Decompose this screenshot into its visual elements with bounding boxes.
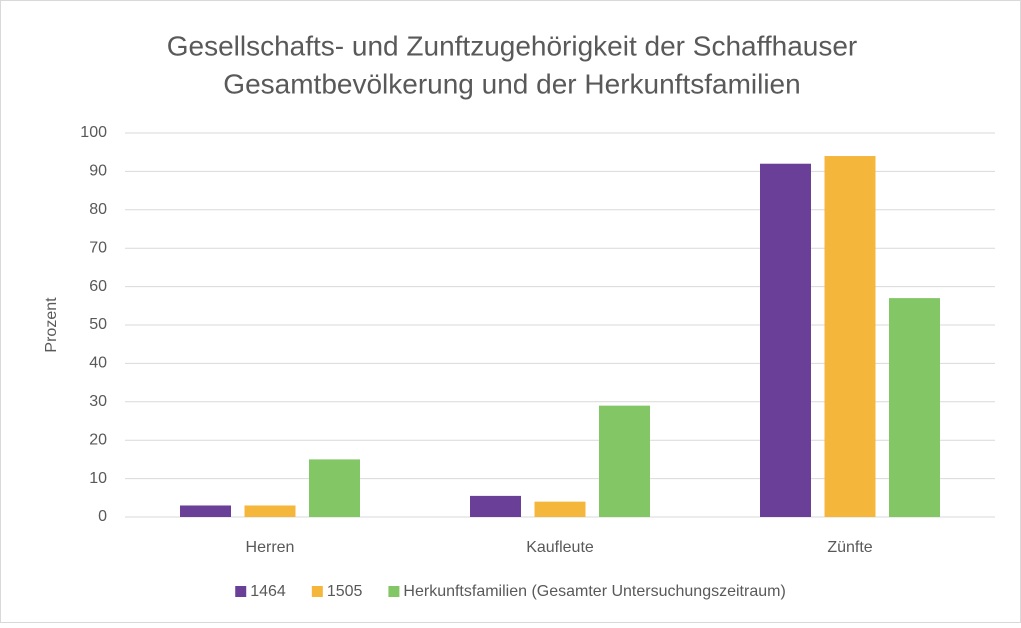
legend-label: 1505 — [327, 583, 363, 600]
x-tick-label: Zünfte — [827, 539, 872, 556]
bar — [824, 156, 876, 518]
legend-label: 1464 — [250, 583, 286, 600]
y-tick-label: 80 — [89, 201, 107, 218]
y-tick-label: 10 — [89, 470, 107, 487]
bar — [470, 495, 521, 517]
legend-swatch — [388, 586, 400, 597]
y-tick-label: 30 — [89, 393, 107, 410]
bar — [760, 163, 811, 517]
y-axis-label: Prozent — [43, 297, 60, 353]
legend-swatch — [235, 586, 247, 597]
x-tick-label: Kaufleute — [526, 539, 594, 556]
bar — [309, 459, 360, 517]
bar — [599, 405, 650, 517]
y-tick-label: 100 — [80, 124, 107, 141]
bar — [180, 505, 231, 517]
chart-title: Gesamtbevölkerung und der Herkunftsfamil… — [223, 68, 800, 99]
bar — [889, 298, 940, 517]
y-tick-label: 70 — [89, 239, 107, 256]
y-tick-label: 90 — [89, 163, 107, 180]
bar — [244, 505, 296, 517]
y-tick-label: 20 — [89, 431, 107, 448]
bar — [534, 501, 586, 517]
legend-swatch — [311, 586, 323, 597]
x-tick-label: Herren — [246, 539, 295, 556]
legend-label: Herkunftsfamilien (Gesamter Untersuchung… — [403, 583, 785, 600]
y-tick-label: 60 — [89, 278, 107, 295]
y-tick-label: 40 — [89, 355, 107, 372]
y-tick-label: 0 — [98, 508, 107, 525]
y-tick-label: 50 — [89, 316, 107, 333]
chart-title: Gesellschafts- und Zunftzugehörigkeit de… — [167, 30, 858, 61]
